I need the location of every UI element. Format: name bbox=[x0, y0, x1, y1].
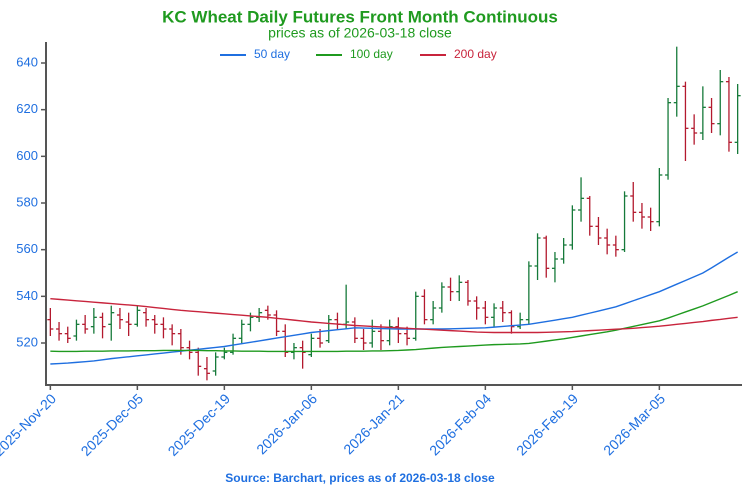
ma-line bbox=[50, 251, 739, 365]
legend-label: 200 day bbox=[454, 47, 497, 61]
y-tick-label: 520 bbox=[16, 334, 38, 349]
y-tick-label: 560 bbox=[16, 241, 38, 256]
legend-label: 100 day bbox=[350, 47, 393, 61]
y-tick-label: 640 bbox=[16, 54, 38, 69]
ma-line bbox=[50, 297, 738, 334]
legend-label: 50 day bbox=[254, 47, 290, 61]
y-tick-label: 620 bbox=[16, 101, 38, 116]
y-tick-label: 540 bbox=[16, 288, 38, 303]
y-tick-label: 580 bbox=[16, 194, 38, 209]
footnote: Source: Barchart, prices as of 2026-03-1… bbox=[225, 471, 495, 485]
chart-subtitle: prices as of 2026-03-18 close bbox=[268, 25, 452, 41]
chart-title: KC Wheat Daily Futures Front Month Conti… bbox=[162, 7, 558, 26]
y-tick-label: 600 bbox=[16, 148, 38, 163]
